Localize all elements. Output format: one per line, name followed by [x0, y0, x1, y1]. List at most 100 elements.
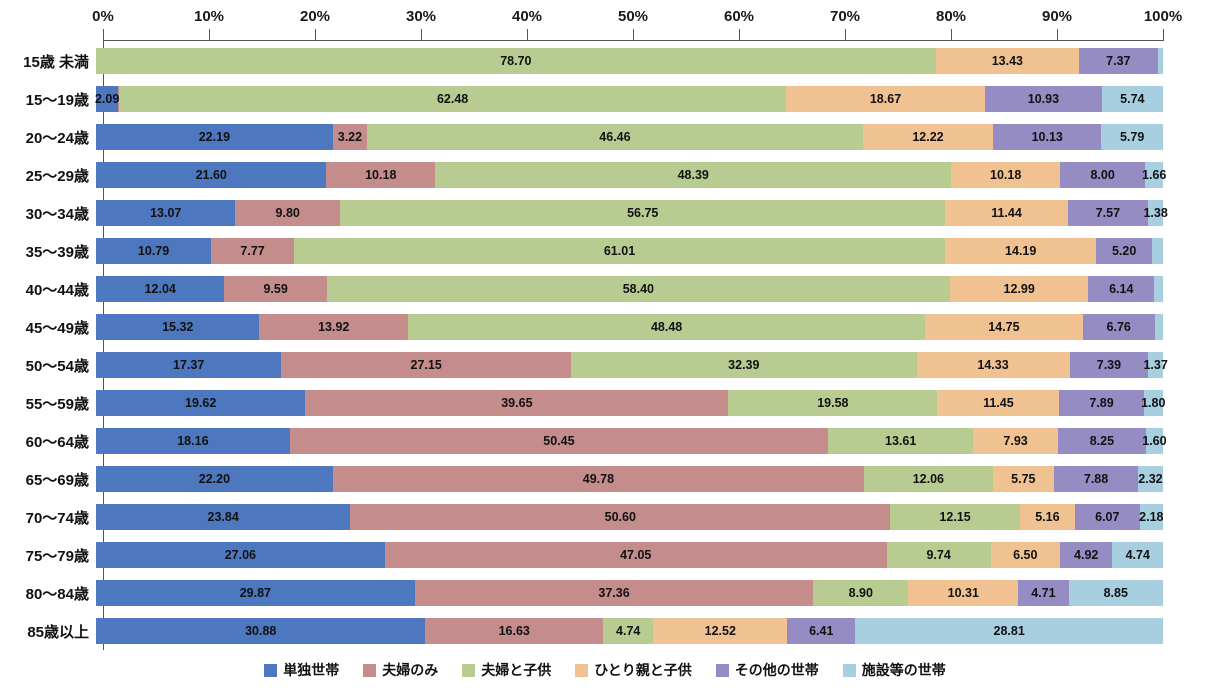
bar-value-label: 16.63 — [498, 624, 530, 638]
x-axis-tick — [421, 29, 422, 40]
bar-value-label: 12.06 — [912, 472, 944, 486]
bar-value-label: 78.70 — [500, 54, 532, 68]
plot-area: 15歳 未満 78.70 13.43 7.37 15〜19歳 2.09 62.48 18.67… — [0, 42, 1168, 650]
bar-segment-3: 13.61 — [828, 428, 974, 454]
bar-segment-3: 46.46 — [367, 124, 863, 150]
x-axis-tick — [739, 29, 740, 40]
category-label: 65〜69歳 — [25, 471, 89, 489]
bar-value-label: 1.38 — [1143, 206, 1168, 220]
bar-track: 13.07 9.80 56.75 11.44 7.57 1.38 — [96, 200, 1168, 226]
bar-track: 27.06 47.05 9.74 6.50 4.92 4.74 — [96, 542, 1164, 568]
x-axis-tick — [633, 29, 634, 40]
bar-value-label: 3.22 — [337, 130, 363, 144]
bar-value-label: 12.52 — [704, 624, 736, 638]
bar-segment-4: 6.50 — [990, 542, 1060, 568]
bar-segment-4: 5.75 — [992, 466, 1055, 492]
bar-segment-3: 61.01 — [294, 238, 945, 264]
legend: 単独世帯 夫婦のみ 夫婦と子供 ひとり親と子供 その他の世帯 施設等の世帯 — [0, 660, 1210, 680]
bar-segment-3: 9.74 — [886, 542, 991, 568]
bar-segment-6: 1.80 — [1141, 390, 1165, 416]
bar-value-label: 4.74 — [1125, 548, 1150, 562]
bar-segment-5: 7.57 — [1067, 200, 1149, 226]
bar-segment-4: 18.67 — [785, 86, 986, 112]
chart-row: 70〜74歳 23.84 50.60 12.15 5.16 6.07 2.18 — [0, 498, 1163, 536]
bar-value-label: 5.75 — [1011, 472, 1036, 486]
category-label: 50〜54歳 — [25, 357, 89, 375]
bar-value-label: 2.32 — [1138, 472, 1163, 486]
bar-value-label: 14.75 — [988, 320, 1020, 334]
x-axis-tick — [845, 29, 846, 40]
bar-value-label: 7.57 — [1095, 206, 1121, 220]
bar-segment-5: 7.89 — [1059, 390, 1144, 416]
bar-segment-2: 10.18 — [326, 162, 436, 188]
bar-value-label: 62.48 — [436, 92, 469, 106]
bar-value-label: 58.40 — [622, 282, 654, 296]
category-label: 40〜44歳 — [25, 281, 89, 299]
x-axis-tick-label: 40% — [511, 8, 543, 25]
category-label: 35〜39歳 — [25, 243, 89, 261]
category-label: 15歳 未満 — [23, 53, 89, 71]
bar-value-label: 10.13 — [1031, 130, 1063, 144]
chart-row: 60〜64歳 18.16 50.45 13.61 7.93 8.25 1.60 — [0, 422, 1167, 460]
bar-segment-4: 11.45 — [937, 390, 1060, 416]
x-axis-tick-label: 60% — [723, 8, 755, 25]
bar-value-label: 7.39 — [1096, 358, 1122, 372]
bar-value-label: 17.37 — [173, 358, 205, 372]
bar-segment-4: 10.18 — [951, 162, 1060, 188]
bar-value-label: 10.18 — [990, 168, 1022, 182]
chart-row: 80〜84歳 29.87 37.36 8.90 10.31 4.71 8.85 — [0, 574, 1163, 612]
bar-value-label: 6.14 — [1109, 282, 1134, 296]
x-axis-tick — [315, 29, 316, 40]
bar-value-label: 6.41 — [809, 624, 834, 638]
bar-value-label: 10.79 — [137, 244, 170, 258]
bar-value-label: 9.59 — [263, 282, 288, 296]
chart-row: 20〜24歳 22.19 3.22 46.46 12.22 10.13 5.79 — [0, 118, 1164, 156]
bar-segment-6: 1.38 — [1143, 200, 1168, 226]
bar-track: 19.62 39.65 19.58 11.45 7.89 1.80 — [96, 390, 1165, 416]
bar-segment-2: 9.80 — [235, 200, 340, 226]
bar-segment-3: 48.48 — [407, 314, 926, 340]
bar-value-label: 8.25 — [1089, 434, 1115, 448]
legend-swatch-icon — [363, 663, 377, 677]
bar-segment-4: 7.93 — [973, 428, 1058, 454]
bar-value-label: 5.74 — [1120, 92, 1145, 106]
chart-row: 15〜19歳 2.09 62.48 18.67 10.93 5.74 — [0, 80, 1163, 118]
bar-segment-6: 2.32 — [1138, 466, 1163, 492]
bar-value-label: 23.84 — [207, 510, 239, 524]
chart-row: 65〜69歳 22.20 49.78 12.06 5.75 7.88 2.32 — [0, 460, 1163, 498]
bar-segment-3: 19.58 — [728, 390, 938, 416]
x-axis-line — [103, 40, 1164, 41]
bar-track: 30.88 16.63 4.74 12.52 6.41 28.81 — [96, 618, 1163, 644]
bar-segment-1: 30.88 — [96, 618, 426, 644]
legend-swatch-icon — [462, 663, 476, 677]
bar-segment-2: 9.59 — [224, 276, 327, 302]
bar-value-label: 21.60 — [195, 168, 227, 182]
bar-segment-1: 2.09 — [95, 86, 119, 112]
bar-track: 22.19 3.22 46.46 12.22 10.13 5.79 — [96, 124, 1164, 150]
bar-value-label: 1.37 — [1143, 358, 1168, 372]
bar-segment-1: 23.84 — [96, 504, 351, 530]
chart-row: 75〜79歳 27.06 47.05 9.74 6.50 4.92 4.74 — [0, 536, 1164, 574]
bar-segment-4: 14.19 — [944, 238, 1097, 264]
chart-row: 85歳以上 30.88 16.63 4.74 12.52 6.41 28.81 — [0, 612, 1163, 650]
category-label: 60〜64歳 — [25, 433, 89, 451]
bar-value-label: 10.18 — [365, 168, 397, 182]
bar-value-label: 6.07 — [1095, 510, 1120, 524]
bar-track: 23.84 50.60 12.15 5.16 6.07 2.18 — [96, 504, 1163, 530]
bar-value-label: 15.32 — [162, 320, 194, 334]
bar-segment-4: 12.52 — [653, 618, 788, 644]
bar-track: 29.87 37.36 8.90 10.31 4.71 8.85 — [96, 580, 1163, 606]
legend-item: 夫婦のみ — [363, 660, 438, 680]
x-axis-tick — [103, 29, 104, 40]
bar-value-label: 6.50 — [1013, 548, 1038, 562]
bar-value-label: 1.60 — [1142, 434, 1167, 448]
bar-value-label: 22.20 — [198, 472, 231, 486]
bar-segment-6: 8.85 — [1068, 580, 1163, 606]
bar-value-label: 13.92 — [318, 320, 350, 334]
bar-segment-5: 4.71 — [1018, 580, 1069, 606]
x-axis-tick — [527, 29, 528, 40]
bar-segment-1: 18.16 — [96, 428, 290, 454]
x-axis-tick-label: 0% — [92, 8, 114, 25]
bar-segment-6 — [1154, 314, 1163, 340]
legend-item: 夫婦と子供 — [462, 660, 551, 680]
